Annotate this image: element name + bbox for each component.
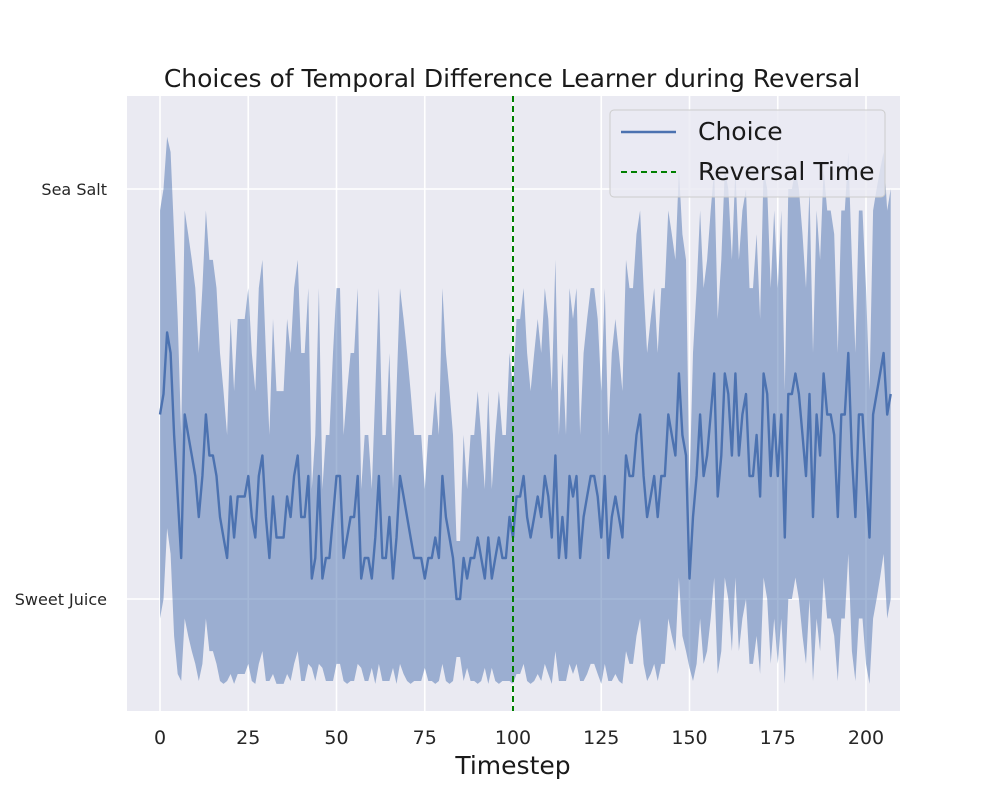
x-tick-label: 200 (848, 727, 884, 749)
x-tick-label: 100 (495, 727, 531, 749)
x-tick-label: 0 (154, 727, 166, 749)
x-tick-label: 75 (413, 727, 437, 749)
chart-title: Choices of Temporal Difference Learner d… (164, 64, 860, 93)
legend-reversal-label: Reversal Time (698, 157, 875, 186)
legend-box (609, 109, 886, 198)
choice-line (158, 331, 892, 601)
x-tick-label: 125 (583, 727, 619, 749)
legend-choice-label: Choice (698, 117, 783, 146)
x-tick-label: 150 (671, 727, 707, 749)
y-ticks: Sweet Juice Sea Salt (15, 180, 107, 609)
y-tick-label: Sweet Juice (15, 590, 107, 609)
x-axis-label: Timestep (454, 751, 570, 780)
y-tick-label: Sea Salt (41, 180, 107, 199)
x-tick-label: 175 (760, 727, 796, 749)
x-tick-label: 50 (324, 727, 348, 749)
x-ticks: 0 25 50 75 100 125 150 175 200 (154, 727, 884, 749)
x-tick-label: 25 (236, 727, 260, 749)
legend: Choice Reversal Time (609, 109, 886, 198)
